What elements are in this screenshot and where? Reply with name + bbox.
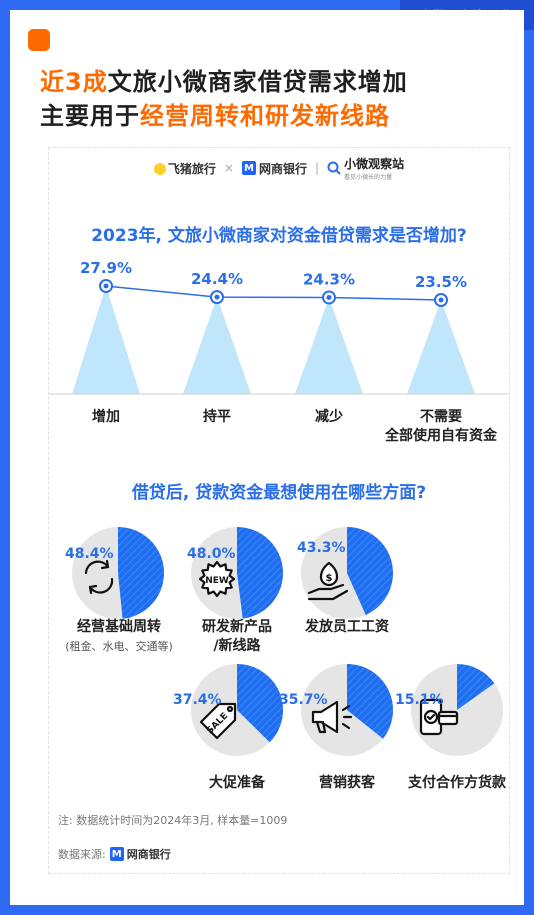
- data-label: 23.5%: [415, 273, 467, 291]
- pie-slice: [347, 664, 393, 739]
- data-label: 27.9%: [80, 259, 132, 277]
- category-label: 减少: [315, 409, 343, 425]
- cone-bar: [72, 286, 140, 394]
- line-chart: 27.9% 24.4% 24.3% 23.5%: [49, 259, 509, 395]
- feizhu-logo: 飞猪旅行: [153, 160, 216, 177]
- source-label: 数据来源:: [58, 848, 106, 861]
- data-label: 24.4%: [191, 270, 243, 288]
- times-sign: ×: [223, 161, 234, 175]
- feizhu-logo-text: 飞猪旅行: [167, 161, 216, 176]
- money-hand-icon: $: [307, 561, 349, 601]
- data-point-dot: [438, 297, 444, 303]
- source-name: 网商银行: [126, 848, 171, 861]
- wangshang-logo: M 网商银行: [242, 160, 307, 177]
- cone-bar: [295, 297, 363, 394]
- data-label: 24.3%: [303, 270, 355, 288]
- pig-icon: [153, 163, 166, 175]
- pie-value-label: 37.4%: [173, 692, 222, 708]
- pie-category-label: 营销获客: [319, 775, 375, 791]
- pie-svg: NEW $SALE: [72, 527, 503, 756]
- pie-category-label: 研发新产品/新线路: [202, 619, 272, 654]
- headline-text-1: 文旅小微商家借贷需求增加: [107, 68, 408, 96]
- source-logo: M 网商银行: [109, 846, 171, 862]
- pie-value-label: 48.4%: [65, 546, 114, 562]
- xiaowei-logo-text: 小微观察站: [344, 157, 405, 171]
- orange-square-icon: [28, 29, 50, 51]
- new-badge-icon: NEW: [198, 560, 236, 598]
- xiaowei-logo-sub: 看见小微长的力量: [344, 174, 393, 181]
- data-point-dot: [214, 294, 220, 300]
- pie-value-label: 48.0%: [187, 546, 236, 562]
- line-chart-title: 2023年, 文旅小微商家对资金借贷需求是否增加?: [91, 226, 467, 246]
- category-label: 增加: [92, 409, 120, 425]
- pie-slice: [347, 527, 393, 615]
- pie-slice: [237, 527, 283, 619]
- pie-slice: [237, 664, 283, 743]
- headline-highlight-1: 近3成: [40, 68, 108, 96]
- cone-bar: [183, 297, 251, 394]
- mybank-m-icon: M: [109, 847, 124, 861]
- magnifier-icon: [327, 161, 341, 175]
- logo-bar: 飞猪旅行 × M 网商银行 | 小微观察站 看见小微长的力量: [49, 155, 509, 181]
- svg-text:$: $: [326, 573, 333, 584]
- headline-text-2: 主要用于: [40, 102, 140, 130]
- pie-section-title: 借贷后, 贷款资金最想使用在哪些方面?: [131, 483, 427, 503]
- pie-category-label: 发放员工工资: [305, 619, 389, 635]
- footnote: 注: 数据统计时间为2024年3月, 样本量=1009: [58, 814, 288, 827]
- xiaowei-logo: 小微观察站 看见小微长的力量: [327, 155, 404, 181]
- content-card: 飞猪旅行 × M 网商银行 | 小微观察站 看见小微长的力量 2023年, 文旅小…: [48, 147, 510, 874]
- wangshang-logo-text: 网商银行: [259, 161, 308, 176]
- pie-category-label: 大促准备: [209, 775, 265, 791]
- category-label: 持平: [203, 409, 231, 425]
- svg-text:NEW: NEW: [205, 576, 229, 586]
- pie-value-label: 15.1%: [395, 692, 444, 708]
- data-source: 数据来源: M 网商银行: [58, 846, 171, 862]
- category-label: 不需要 全部使用自有资金: [385, 409, 497, 444]
- pie-value-label: 35.7%: [279, 692, 328, 708]
- headline-line-2: 主要用于经营周转和研发新线路: [40, 96, 390, 131]
- cone-bar: [407, 300, 475, 394]
- payment-icon: [419, 698, 459, 736]
- headline-line-1: 近3成文旅小微商家借贷需求增加: [40, 62, 408, 97]
- pie-slice: [118, 527, 165, 619]
- cycle-icon: [84, 559, 114, 595]
- headline-highlight-2: 经营周转和研发新线路: [140, 102, 390, 130]
- mybank-m-icon: M: [242, 161, 256, 175]
- megaphone-icon: [311, 700, 353, 734]
- data-point-dot: [103, 283, 109, 289]
- logo-separator: |: [315, 161, 320, 175]
- pie-slice: [457, 664, 495, 710]
- data-point-dot: [326, 294, 332, 300]
- series-line: [105, 285, 442, 301]
- pie-value-label: 43.3%: [297, 540, 346, 556]
- pie-category-label: 支付合作方货款: [408, 775, 506, 791]
- pie-category-label: 经营基础周转 (租金、水电、交通等): [65, 619, 173, 653]
